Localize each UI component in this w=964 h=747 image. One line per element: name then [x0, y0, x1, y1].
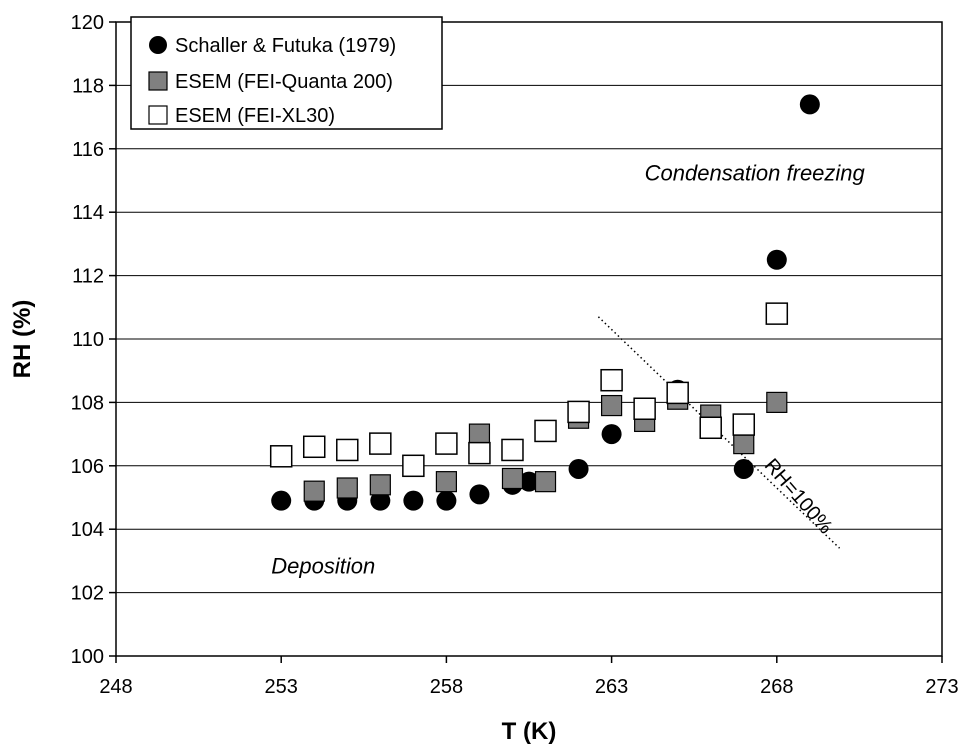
y-tick-label-108: 108 — [71, 392, 104, 414]
x-axis-ticks: 248 253 258 263 268 273 — [99, 656, 959, 698]
annotation-deposition: Deposition — [271, 554, 375, 579]
y-tick-label-112: 112 — [72, 266, 104, 288]
legend-label-schaller: Schaller & Futuka (1979) — [175, 35, 396, 57]
x-tick-label-248: 248 — [99, 676, 132, 698]
y-tick-label-102: 102 — [71, 583, 104, 605]
y-tick-label-110: 110 — [72, 329, 104, 351]
point-xl30-10 — [600, 368, 623, 392]
y-tick-label-100: 100 — [71, 646, 104, 668]
point-schaller-3 — [370, 490, 391, 511]
point-schaller-14 — [799, 94, 820, 115]
point-quanta-2 — [369, 474, 391, 496]
point-xl30-11 — [633, 397, 656, 420]
point-quanta-4 — [468, 423, 491, 445]
legend-marker-xl30 — [148, 105, 168, 125]
point-xl30-8 — [534, 419, 557, 443]
point-xl30-1 — [302, 435, 326, 459]
x-tick-label-273: 273 — [925, 676, 958, 698]
point-xl30-3 — [369, 432, 392, 455]
y-tick-label-114: 114 — [72, 202, 104, 224]
point-quanta-1 — [336, 477, 358, 499]
legend-box — [130, 16, 443, 130]
point-xl30-7 — [501, 438, 524, 462]
point-xl30-6 — [468, 441, 491, 465]
y-tick-label-120: 120 — [71, 12, 104, 34]
point-xl30-12 — [666, 381, 689, 405]
point-schaller-12 — [733, 458, 754, 479]
point-schaller-6 — [469, 484, 490, 505]
point-quanta-12 — [733, 433, 755, 455]
y-tick-label-116: 116 — [72, 139, 104, 161]
point-xl30-13 — [699, 416, 722, 440]
point-quanta-5 — [501, 467, 524, 490]
point-quanta-13 — [766, 391, 788, 413]
point-schaller-5 — [436, 490, 457, 511]
data-markers — [269, 94, 820, 511]
point-schaller-4 — [403, 490, 424, 511]
point-schaller-10 — [601, 424, 622, 445]
point-schaller-8 — [519, 471, 539, 492]
y-axis-title: RH (%) — [9, 300, 36, 379]
x-tick-label-258: 258 — [430, 676, 463, 698]
point-xl30-15 — [765, 302, 789, 325]
point-quanta-3 — [435, 471, 457, 493]
annotation-condensation-freezing: Condensation freezing — [645, 161, 866, 186]
point-xl30-4 — [402, 454, 425, 478]
x-tick-label-253: 253 — [265, 676, 298, 698]
point-schaller-13 — [766, 249, 787, 270]
point-schaller-0 — [271, 490, 292, 511]
x-tick-label-263: 263 — [595, 676, 628, 698]
y-axis-ticks: 100 102 104 106 108 110 112 114 116 118 120 — [71, 12, 116, 668]
point-quanta-0 — [303, 480, 325, 502]
legend-marker-quanta — [148, 71, 168, 91]
legend-label-quanta: ESEM (FEI-Quanta 200) — [175, 71, 393, 93]
point-xl30-14 — [732, 413, 756, 436]
x-tick-label-268: 268 — [760, 676, 793, 698]
legend-label-xl30: ESEM (FEI-XL30) — [175, 105, 335, 127]
point-quanta-8 — [600, 394, 623, 417]
point-quanta-6 — [534, 471, 557, 493]
y-tick-label-118: 118 — [72, 75, 104, 97]
point-schaller-9 — [568, 458, 589, 479]
point-xl30-0 — [269, 445, 293, 468]
point-xl30-9 — [567, 400, 590, 424]
legend: Schaller & Futuka (1979) ESEM (FEI-Quant… — [130, 16, 443, 130]
x-axis-title: T (K) — [502, 718, 557, 745]
y-tick-label-104: 104 — [71, 519, 104, 541]
legend-marker-schaller — [149, 36, 167, 54]
y-tick-label-106: 106 — [71, 456, 104, 478]
point-xl30-2 — [336, 438, 359, 462]
rh-100-reference-label: RH=100% — [760, 455, 837, 539]
point-xl30-5 — [435, 432, 458, 455]
